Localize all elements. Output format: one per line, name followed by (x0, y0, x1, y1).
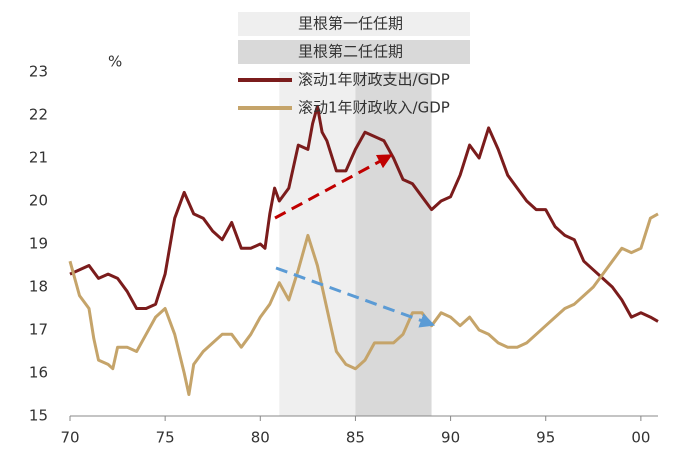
spans (279, 72, 432, 416)
legend-label: 滚动1年财政收入/GDP (298, 99, 450, 117)
series-line (69, 104, 659, 323)
y-tick-label: 18 (29, 278, 48, 296)
y-tick-label: 21 (29, 149, 48, 167)
arrow (275, 266, 436, 328)
x-tick-label: 85 (346, 429, 365, 447)
y-tick-label: 16 (29, 364, 48, 382)
legend-label: 里根第二任任期 (298, 43, 403, 61)
y-tick-label: 19 (29, 235, 48, 253)
legend-label: 里根第一任任期 (298, 15, 403, 33)
x-tick-label: 90 (441, 429, 460, 447)
x-tick-label: 70 (60, 429, 79, 447)
legend-swatch (238, 12, 470, 36)
legend-label: 滚动1年财政支出/GDP (298, 71, 450, 89)
x-tick-label: 95 (536, 429, 555, 447)
y-unit-label: % (108, 53, 122, 71)
y-tick-label: 20 (29, 192, 48, 210)
span (279, 72, 356, 416)
y-tick-label: 23 (29, 63, 48, 81)
arrow (274, 154, 393, 220)
x-tick-label: 80 (251, 429, 270, 447)
lines (68, 104, 659, 396)
x-tick-label: 75 (156, 429, 175, 447)
x-tick-label: 00 (631, 429, 650, 447)
legend-swatch (238, 40, 470, 64)
span (355, 72, 432, 416)
y-tick-label: 17 (29, 321, 48, 339)
y-tick-label: 22 (29, 106, 48, 124)
y-tick-label: 15 (29, 407, 48, 425)
axes: 15 16 17 18 19 20 21 22 23 70 75 80 85 90 95 00 (29, 63, 658, 447)
series-line (68, 212, 659, 396)
